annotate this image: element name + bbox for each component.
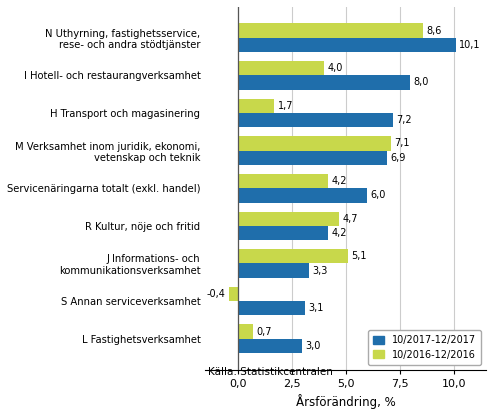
Text: 8,6: 8,6 (426, 25, 442, 36)
Bar (229, 287, 238, 301)
Bar (238, 38, 456, 52)
Text: 4,2: 4,2 (332, 176, 347, 186)
Text: 4,0: 4,0 (327, 63, 343, 73)
Text: 1,7: 1,7 (278, 101, 293, 111)
Bar (238, 324, 253, 339)
Text: 8,0: 8,0 (414, 77, 429, 87)
Bar (238, 301, 305, 315)
Bar (238, 339, 303, 353)
Bar (238, 75, 411, 89)
Legend: 10/2017-12/2017, 10/2016-12/2016: 10/2017-12/2017, 10/2016-12/2016 (368, 330, 481, 365)
Text: 5,1: 5,1 (351, 251, 367, 261)
Bar (238, 151, 387, 165)
Bar (238, 113, 393, 127)
Text: 3,0: 3,0 (306, 341, 321, 351)
Text: 4,2: 4,2 (332, 228, 347, 238)
Text: 10,1: 10,1 (459, 40, 481, 50)
Bar (238, 188, 367, 203)
Text: -0,4: -0,4 (207, 289, 226, 299)
Bar (238, 226, 328, 240)
Text: 6,0: 6,0 (371, 191, 386, 201)
Bar (238, 263, 309, 278)
Text: 3,1: 3,1 (308, 303, 323, 313)
Text: 4,7: 4,7 (343, 214, 358, 224)
Text: 7,2: 7,2 (396, 115, 412, 125)
X-axis label: Årsförändring, %: Årsförändring, % (296, 394, 395, 409)
Text: Källa: Statistikcentralen: Källa: Statistikcentralen (208, 367, 333, 377)
Bar (238, 212, 339, 226)
Text: 7,1: 7,1 (394, 139, 410, 149)
Bar (238, 61, 324, 75)
Bar (238, 249, 348, 263)
Bar (238, 136, 391, 151)
Bar (238, 99, 275, 113)
Bar (238, 23, 423, 38)
Text: 6,9: 6,9 (390, 153, 405, 163)
Bar (238, 174, 328, 188)
Text: 3,3: 3,3 (312, 266, 327, 276)
Text: 0,7: 0,7 (256, 327, 272, 337)
